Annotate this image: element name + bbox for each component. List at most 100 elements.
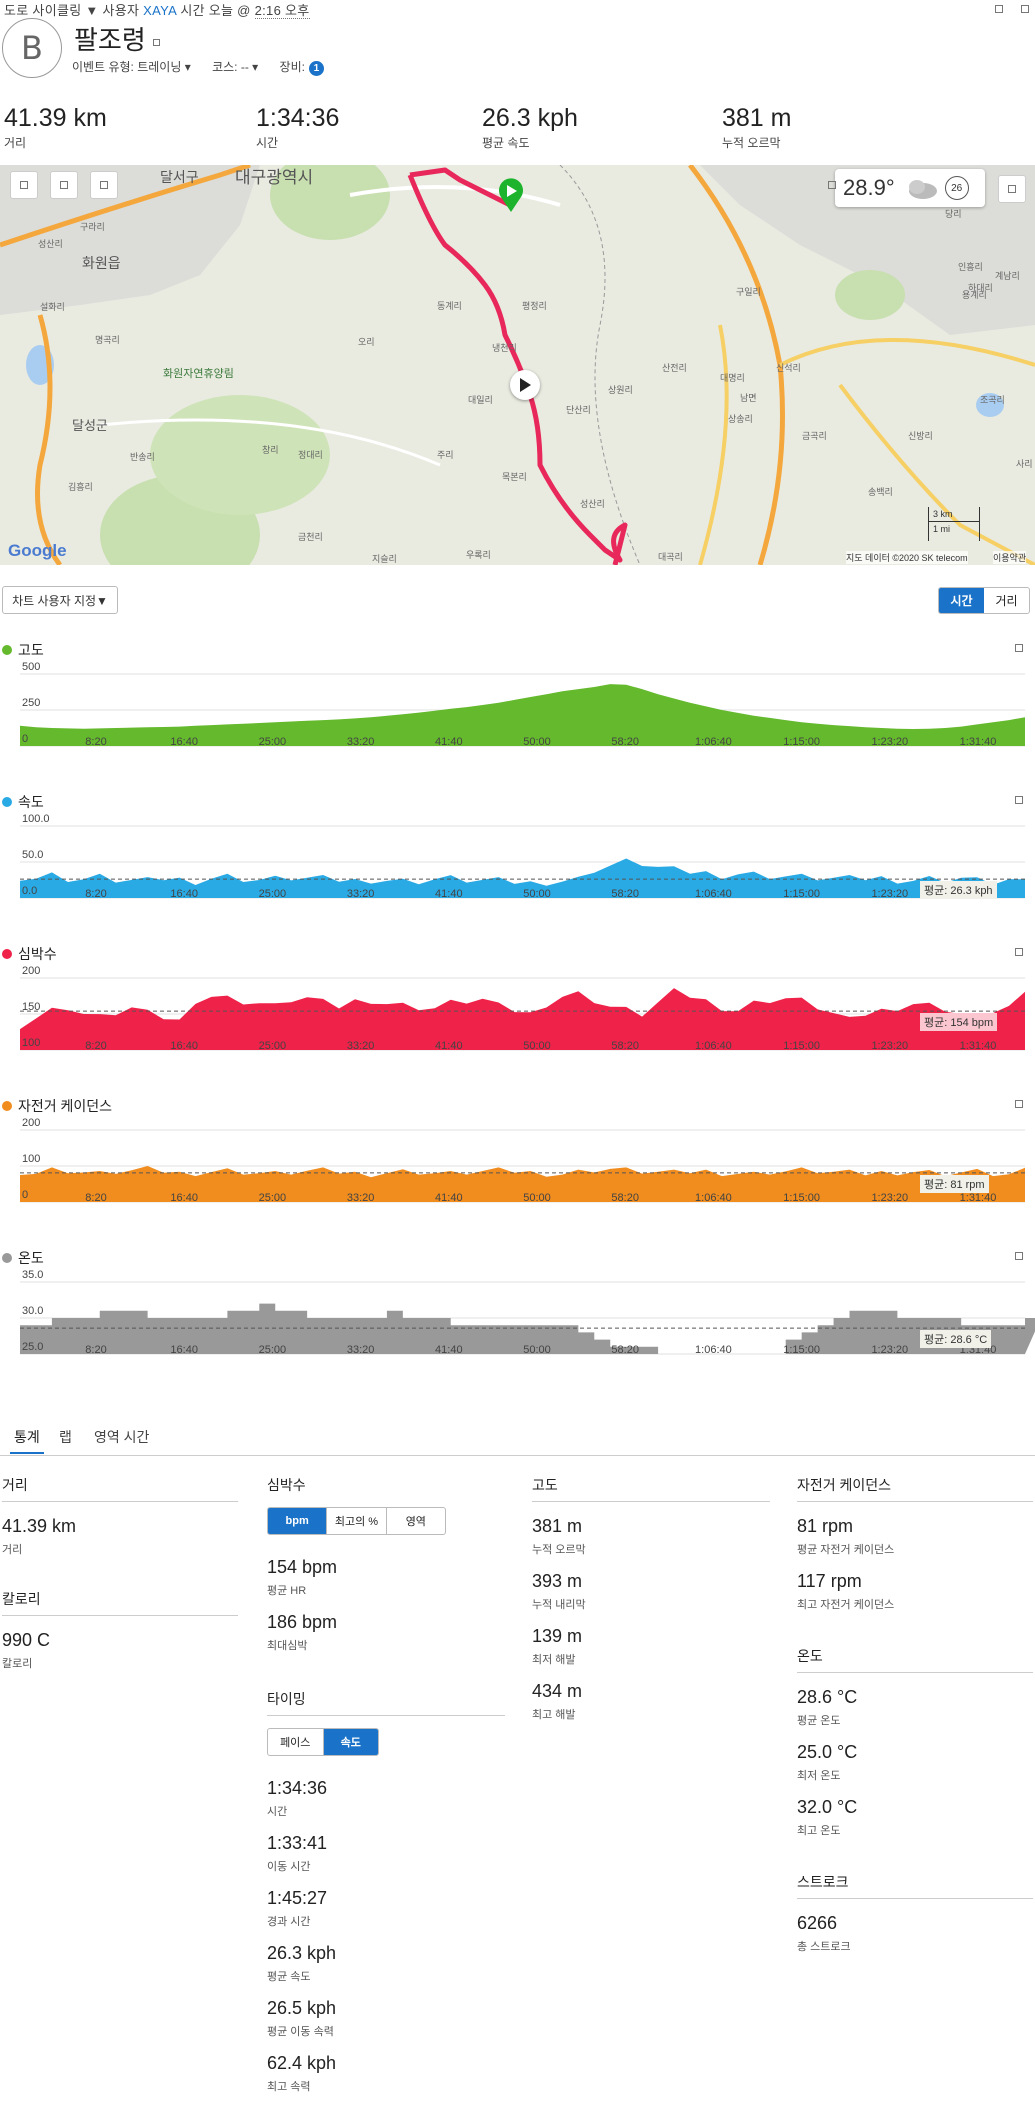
hr-unit-toggle: bpm 최고의 % 영역	[267, 1507, 446, 1535]
cadence-section: 자전거 케이던스 81 rpm 평균 자전거 케이던스 117 rpm 최고 자전거…	[797, 1475, 1033, 1612]
map-terms-link[interactable]: 이용약관	[993, 551, 1027, 564]
pace-button[interactable]: 페이스	[268, 1729, 324, 1755]
x-tick-label: 1:23:20	[871, 888, 908, 900]
activity-title-text[interactable]: 팔조령	[74, 25, 146, 55]
axis-distance-button[interactable]: 거리	[995, 594, 1018, 608]
map-zoom-out-button[interactable]	[50, 171, 78, 199]
chart-series-area	[20, 1303, 1035, 1354]
speed-chart[interactable]: 속도 100.0 50.0 0.0 8:20 16:40 25:00 33:20 41:40 50…	[0, 792, 1035, 944]
chart-series-area	[20, 1166, 1025, 1202]
event-type-dropdown[interactable]: 이벤트 유형: 트레이닝 ▾	[72, 60, 191, 74]
x-tick-label: 1:31:40	[960, 1040, 997, 1052]
gear-count-badge[interactable]: 1	[308, 61, 324, 76]
legend-dot-icon	[2, 1253, 12, 1263]
x-tick-label: 1:31:40	[960, 736, 997, 748]
expand-chart-icon[interactable]	[1015, 644, 1023, 652]
x-tick-label: 33:20	[347, 888, 375, 900]
hr-zone-button[interactable]: 영역	[405, 1516, 426, 1528]
activity-type[interactable]: 도로 사이클링 ▼ 사용자	[4, 3, 144, 18]
section-title: 고도	[532, 1475, 770, 1502]
stat-value: 62.4 kph	[267, 2053, 337, 2073]
map-place: 계남리	[995, 271, 1020, 281]
x-tick-label: 1:06:40	[695, 1040, 732, 1052]
chart-plot: 200 150 100 8:20 16:40 25:00 33:20 41:40 50:00 58…	[20, 965, 1025, 1052]
legend-dot-icon	[2, 1101, 12, 1111]
x-tick-label: 25:00	[259, 1344, 287, 1356]
stat-item: 26.5 kph 평균 이동 속력	[267, 1998, 505, 2039]
chart-customize-button[interactable]: 차트 사용자 지정▼	[2, 586, 118, 614]
expand-chart-icon[interactable]	[1015, 796, 1023, 804]
map-place: 인흥리	[958, 262, 983, 272]
expand-chart-icon[interactable]	[1015, 1252, 1023, 1260]
strokes-section: 스트로크 6266 총 스트로크	[797, 1872, 1033, 1954]
stat-label: 누적 내리막	[532, 1599, 586, 1611]
tab-stats[interactable]: 통계	[10, 1424, 44, 1454]
start-marker-icon[interactable]	[497, 177, 525, 213]
summary-value: 1:34:36	[256, 104, 340, 132]
map-place: 송백리	[868, 487, 893, 497]
bookmark-icon[interactable]	[995, 5, 1003, 13]
section-title: 타이밍	[267, 1689, 505, 1716]
map-layers-button[interactable]	[90, 171, 118, 199]
axis-time-button[interactable]: 시간	[939, 588, 984, 613]
heart-rate-section: 심박수 bpm 최고의 % 영역 154 bpm 평균 HR 186 bpm 최대심…	[267, 1475, 505, 1653]
map-copyright: 지도 데이터 ©2020 SK telecom	[846, 551, 968, 564]
layers-icon	[100, 181, 108, 189]
avatar[interactable]: B	[2, 18, 62, 78]
map-place: 단산리	[566, 405, 591, 415]
expand-chart-icon[interactable]	[1015, 1100, 1023, 1108]
map-place: 명곡리	[95, 335, 120, 345]
stat-label: 최대심박	[267, 1640, 308, 1652]
stats-column-1: 거리 41.39 km 거리 칼로리 990 C 칼로리	[2, 1475, 238, 1671]
speed-button[interactable]: 속도	[323, 1729, 378, 1755]
x-tick-label: 50:00	[523, 1344, 551, 1356]
settings-icon[interactable]	[1021, 5, 1029, 13]
heart-rate-chart[interactable]: 심박수 200 150 100 8:20 16:40 25:00 33:20 41:40 50:0…	[0, 944, 1035, 1096]
time-prefix: 시간 오늘 @	[176, 3, 255, 18]
user-link[interactable]: XAYA	[143, 3, 177, 18]
stat-label: 평균 온도	[797, 1715, 841, 1727]
section-title: 거리	[2, 1475, 238, 1502]
x-tick-label: 1:06:40	[695, 1192, 732, 1204]
x-tick-label: 8:20	[85, 1344, 106, 1356]
x-tick-label: 33:20	[347, 1344, 375, 1356]
x-tick-label: 41:40	[435, 1344, 463, 1356]
map-place: 달서구	[160, 169, 199, 185]
stat-label: 최고 속력	[267, 2081, 311, 2093]
y-tick-label: 0.0	[22, 885, 37, 897]
play-route-button[interactable]	[510, 370, 540, 400]
stat-label: 경과 시간	[267, 1916, 311, 1928]
hr-bpm-button[interactable]: bpm	[268, 1508, 328, 1534]
stat-item: 381 m 누적 오르막	[532, 1516, 770, 1557]
section-title: 스트로크	[797, 1872, 1033, 1899]
course-dropdown[interactable]: 코스: -- ▾	[212, 60, 259, 74]
stat-label: 평균 속도	[267, 1971, 311, 1983]
map-fullscreen-button[interactable]	[998, 175, 1026, 203]
cadence-chart[interactable]: 자전거 케이던스 200 100 0 8:20 16:40 25:00 33:20 41:40 5…	[0, 1096, 1035, 1248]
x-tick-label: 1:06:40	[695, 1344, 732, 1356]
x-tick-label: 25:00	[259, 1040, 287, 1052]
chart-title: 고도	[2, 640, 44, 660]
route-map[interactable]: 대구광역시 달서구 화원읍 구라리 성산리 설화리 명곡리 화원자연휴양림 달성…	[0, 165, 1035, 565]
stat-item: 990 C 칼로리	[2, 1630, 238, 1671]
hr-percent-max-button[interactable]: 최고의 %	[327, 1508, 387, 1534]
tab-zones[interactable]: 영역 시간	[94, 1429, 150, 1445]
x-tick-label: 1:15:00	[783, 1040, 820, 1052]
weather-widget[interactable]: 28.9° 26	[835, 169, 985, 207]
map-zoom-in-button[interactable]	[10, 171, 38, 199]
section-title: 심박수	[267, 1477, 306, 1493]
map-weather-toggle[interactable]	[822, 175, 842, 195]
tab-laps[interactable]: 랩	[59, 1429, 72, 1445]
elevation-chart[interactable]: 고도 500 250 0 8:20 16:40 25:00 33:20 41:40 50:00 58…	[0, 640, 1035, 792]
chart-series-area	[20, 684, 1025, 746]
x-tick-label: 50:00	[523, 888, 551, 900]
edit-icon[interactable]	[153, 38, 160, 46]
map-place: 창리	[262, 445, 279, 455]
map-place: 오리	[358, 337, 375, 347]
stat-value: 139 m	[532, 1626, 583, 1646]
map-place: 상송리	[728, 414, 753, 424]
temperature-chart[interactable]: 온도 35.0 30.0 25.0 8:20 16:40 25:00 33:20 41:40 50…	[0, 1248, 1035, 1400]
expand-chart-icon[interactable]	[1015, 948, 1023, 956]
activity-time[interactable]: 2:16 오후	[254, 3, 310, 19]
stat-value: 186 bpm	[267, 1612, 338, 1632]
